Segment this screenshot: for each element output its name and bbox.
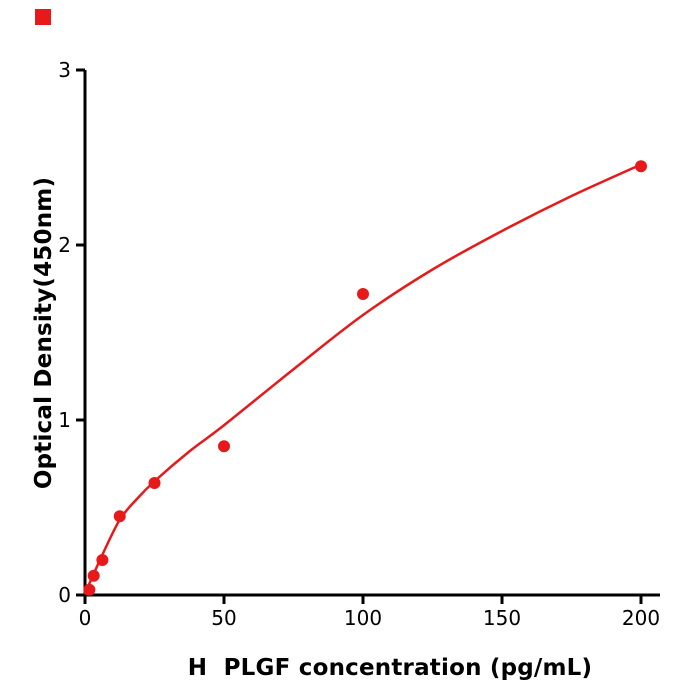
red-corner-marker <box>35 9 51 25</box>
y-tick-label: 3 <box>58 58 71 82</box>
data-point <box>113 510 126 523</box>
data-point <box>83 583 96 596</box>
x-tick-label: 50 <box>211 606 236 630</box>
x-axis-title: H PLGF concentration (pg/mL) <box>187 655 593 681</box>
data-point <box>635 160 647 173</box>
x-tick-label: 200 <box>622 606 660 630</box>
x-tick-label: 150 <box>483 606 521 630</box>
axis-spines <box>83 70 660 597</box>
y-tick-label: 1 <box>58 408 71 432</box>
data-point <box>218 440 230 453</box>
x-tick-label: 0 <box>79 606 92 630</box>
data-point <box>96 554 109 566</box>
fit-curve-line <box>83 163 643 595</box>
y-tick-label: 2 <box>58 233 71 257</box>
data-point <box>148 477 161 489</box>
x-tick-label: 100 <box>344 606 382 630</box>
y-tick-label: 0 <box>58 583 71 607</box>
y-axis-title: Optical Density(450nm) <box>31 176 57 490</box>
data-point <box>87 569 100 582</box>
data-point <box>357 288 369 300</box>
